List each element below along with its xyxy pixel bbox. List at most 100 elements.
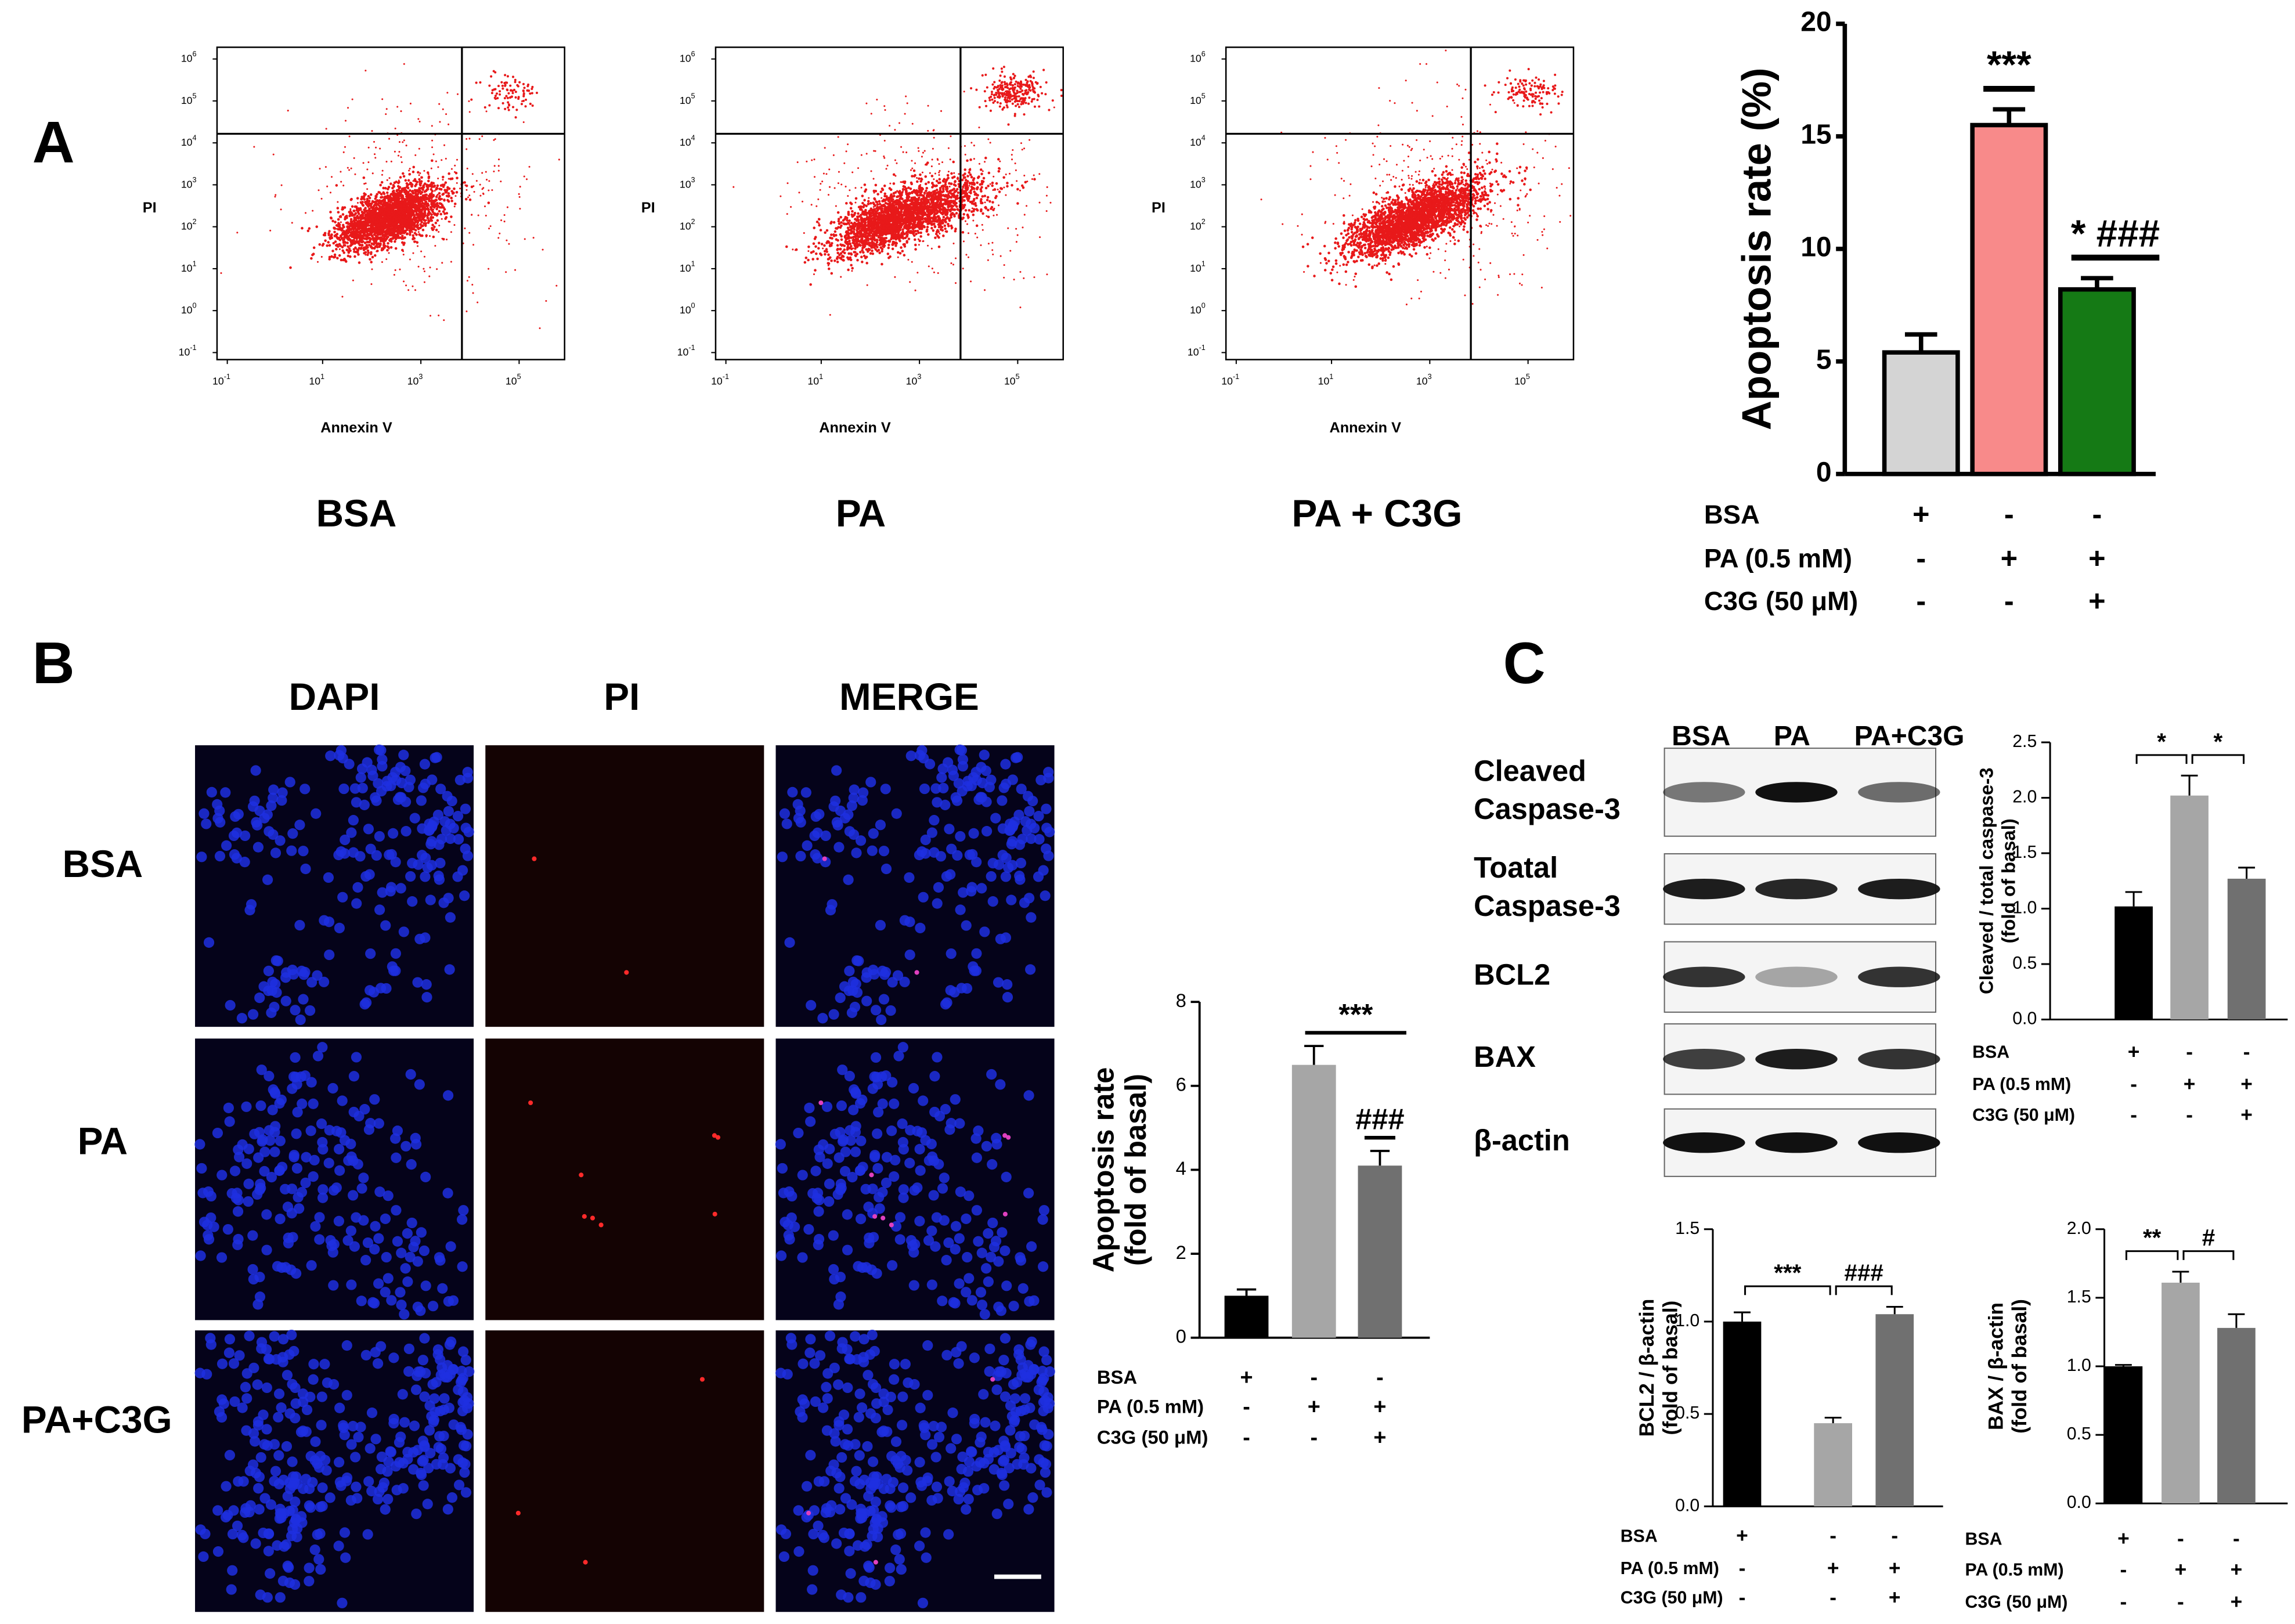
event-dot bbox=[410, 225, 412, 228]
event-dot bbox=[503, 97, 506, 100]
event-dot bbox=[442, 211, 445, 213]
event-dot bbox=[453, 224, 456, 226]
event-dot bbox=[408, 196, 410, 198]
event-dot bbox=[363, 230, 367, 234]
event-dot bbox=[507, 101, 510, 104]
event-dot bbox=[441, 159, 443, 161]
event-dot bbox=[410, 228, 414, 231]
event-dot bbox=[371, 130, 373, 132]
event-dot bbox=[829, 222, 832, 225]
event-dot bbox=[542, 248, 544, 251]
event-dot bbox=[347, 167, 349, 169]
event-dot bbox=[388, 216, 390, 219]
event-dot bbox=[423, 268, 425, 270]
event-dot bbox=[516, 84, 519, 86]
event-dot bbox=[488, 228, 490, 230]
event-dot bbox=[954, 229, 957, 233]
event-dot bbox=[338, 226, 341, 229]
event-dot bbox=[447, 200, 450, 203]
event-dot bbox=[423, 169, 425, 172]
event-dot bbox=[412, 285, 414, 287]
event-dot bbox=[382, 241, 385, 245]
event-dot bbox=[466, 148, 468, 150]
event-dot bbox=[450, 231, 452, 233]
event-dot bbox=[407, 183, 410, 186]
event-dot bbox=[420, 250, 423, 252]
event-dot bbox=[438, 194, 441, 198]
event-dot bbox=[412, 192, 414, 194]
event-dot bbox=[386, 194, 389, 198]
event-dot bbox=[514, 81, 517, 84]
event-dot bbox=[468, 111, 471, 113]
event-dot bbox=[857, 205, 861, 209]
event-dot bbox=[531, 88, 533, 91]
event-dot bbox=[955, 205, 958, 208]
event-dot bbox=[438, 210, 441, 213]
event-dot bbox=[418, 180, 421, 183]
event-dot bbox=[416, 219, 418, 222]
tick-exponent: 6 bbox=[193, 50, 197, 58]
event-dot bbox=[363, 198, 366, 201]
event-dot bbox=[374, 197, 377, 200]
event-dot bbox=[973, 190, 976, 193]
event-dot bbox=[514, 269, 517, 271]
event-dot bbox=[409, 173, 412, 175]
event-dot bbox=[974, 201, 977, 205]
event-dot bbox=[389, 182, 392, 185]
event-dot bbox=[464, 184, 467, 186]
event-dot bbox=[405, 182, 409, 185]
event-dot bbox=[349, 198, 353, 201]
event-dot bbox=[435, 228, 438, 232]
event-dot bbox=[425, 236, 427, 238]
event-dot bbox=[337, 223, 340, 226]
event-dot bbox=[390, 214, 393, 217]
event-dot bbox=[391, 190, 395, 193]
event-dot bbox=[381, 169, 384, 172]
event-dot bbox=[830, 233, 833, 236]
event-dot bbox=[975, 204, 977, 207]
event-dot bbox=[374, 254, 377, 257]
event-dot bbox=[1002, 176, 1005, 179]
event-dot bbox=[937, 246, 941, 248]
event-dot bbox=[393, 181, 396, 185]
event-dot bbox=[385, 258, 388, 261]
event-dot bbox=[439, 212, 442, 216]
event-dot bbox=[475, 81, 478, 84]
event-dot bbox=[328, 255, 331, 259]
event-dot bbox=[287, 110, 289, 112]
event-dot bbox=[850, 221, 853, 225]
event-dot bbox=[442, 108, 444, 110]
event-dot bbox=[417, 205, 421, 209]
event-dot bbox=[507, 103, 510, 106]
event-dot bbox=[437, 166, 439, 168]
event-dot bbox=[479, 183, 481, 186]
event-dot bbox=[355, 234, 358, 237]
event-dot bbox=[438, 197, 441, 200]
event-dot bbox=[367, 219, 370, 223]
event-dot bbox=[930, 226, 933, 230]
event-dot bbox=[398, 181, 400, 183]
event-dot bbox=[981, 195, 984, 198]
event-dot bbox=[409, 168, 411, 170]
event-dot bbox=[933, 225, 937, 229]
event-dot bbox=[398, 237, 400, 239]
event-dot bbox=[450, 215, 453, 218]
event-dot bbox=[348, 169, 351, 171]
event-dot bbox=[381, 261, 383, 264]
event-dot bbox=[433, 228, 435, 230]
event-dot bbox=[437, 178, 439, 180]
event-dot bbox=[220, 272, 222, 275]
event-dot bbox=[500, 219, 503, 222]
event-dot bbox=[312, 252, 315, 255]
event-dot bbox=[353, 255, 356, 258]
event-dot bbox=[856, 258, 859, 262]
event-dot bbox=[430, 199, 434, 202]
event-dot bbox=[394, 127, 396, 129]
event-dot bbox=[401, 230, 404, 233]
event-dot bbox=[405, 145, 407, 147]
event-dot bbox=[358, 230, 360, 233]
event-dot bbox=[431, 189, 434, 193]
event-dot bbox=[409, 231, 412, 234]
event-dot bbox=[438, 315, 440, 317]
